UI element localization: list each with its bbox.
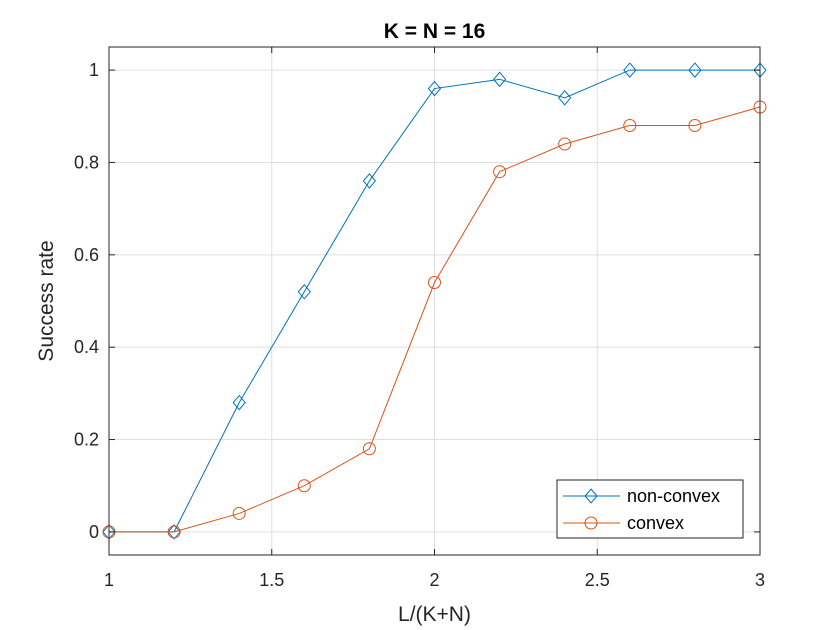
data-point xyxy=(428,276,441,290)
y-axis-label: Success rate xyxy=(35,240,58,361)
data-point xyxy=(623,62,637,78)
data-point xyxy=(232,506,246,520)
data-point xyxy=(297,283,311,300)
series-line xyxy=(109,69,760,533)
data-point xyxy=(688,62,702,78)
data-point xyxy=(492,71,507,88)
legend-entry: non-convex xyxy=(563,486,720,506)
x-tick-label: 2.5 xyxy=(585,570,610,590)
data-point xyxy=(688,119,702,133)
y-tick-label: 0.2 xyxy=(74,430,99,450)
data-point xyxy=(167,525,181,539)
data-point xyxy=(362,173,377,189)
series-layer xyxy=(102,62,767,540)
x-axis-label: L/(K+N) xyxy=(398,603,471,626)
ticks: 1 1.5 2 2.5 3 0 0.2 0.4 0.6 0.8 1 xyxy=(74,47,765,590)
data-point xyxy=(623,119,637,133)
legend-marker xyxy=(584,488,598,504)
data-point xyxy=(493,165,507,179)
legend-label: non-convex xyxy=(627,486,720,506)
series-line xyxy=(109,106,761,533)
data-point xyxy=(297,479,311,493)
data-point xyxy=(558,137,572,151)
y-tick-label: 0.8 xyxy=(74,152,99,172)
y-tick-label: 0.6 xyxy=(74,245,99,265)
series-non-convex xyxy=(102,62,767,540)
data-point xyxy=(167,524,181,540)
y-tick-label: 0 xyxy=(89,522,99,542)
x-tick-label: 2 xyxy=(429,570,439,590)
x-tick-label: 3 xyxy=(755,570,765,590)
x-tick-label: 1.5 xyxy=(259,570,284,590)
legend-entry: convex xyxy=(563,513,684,533)
data-point xyxy=(558,90,572,106)
legend-label: convex xyxy=(627,513,684,533)
chart-title: K = N = 16 xyxy=(384,20,486,43)
y-tick-label: 1 xyxy=(89,60,99,80)
data-point xyxy=(362,442,376,456)
legend-marker xyxy=(584,516,598,530)
data-point xyxy=(232,394,246,411)
x-tick-label: 1 xyxy=(104,570,114,590)
data-point xyxy=(427,80,442,97)
legend: non-convex convex xyxy=(556,479,744,539)
y-tick-label: 0.4 xyxy=(74,337,99,357)
